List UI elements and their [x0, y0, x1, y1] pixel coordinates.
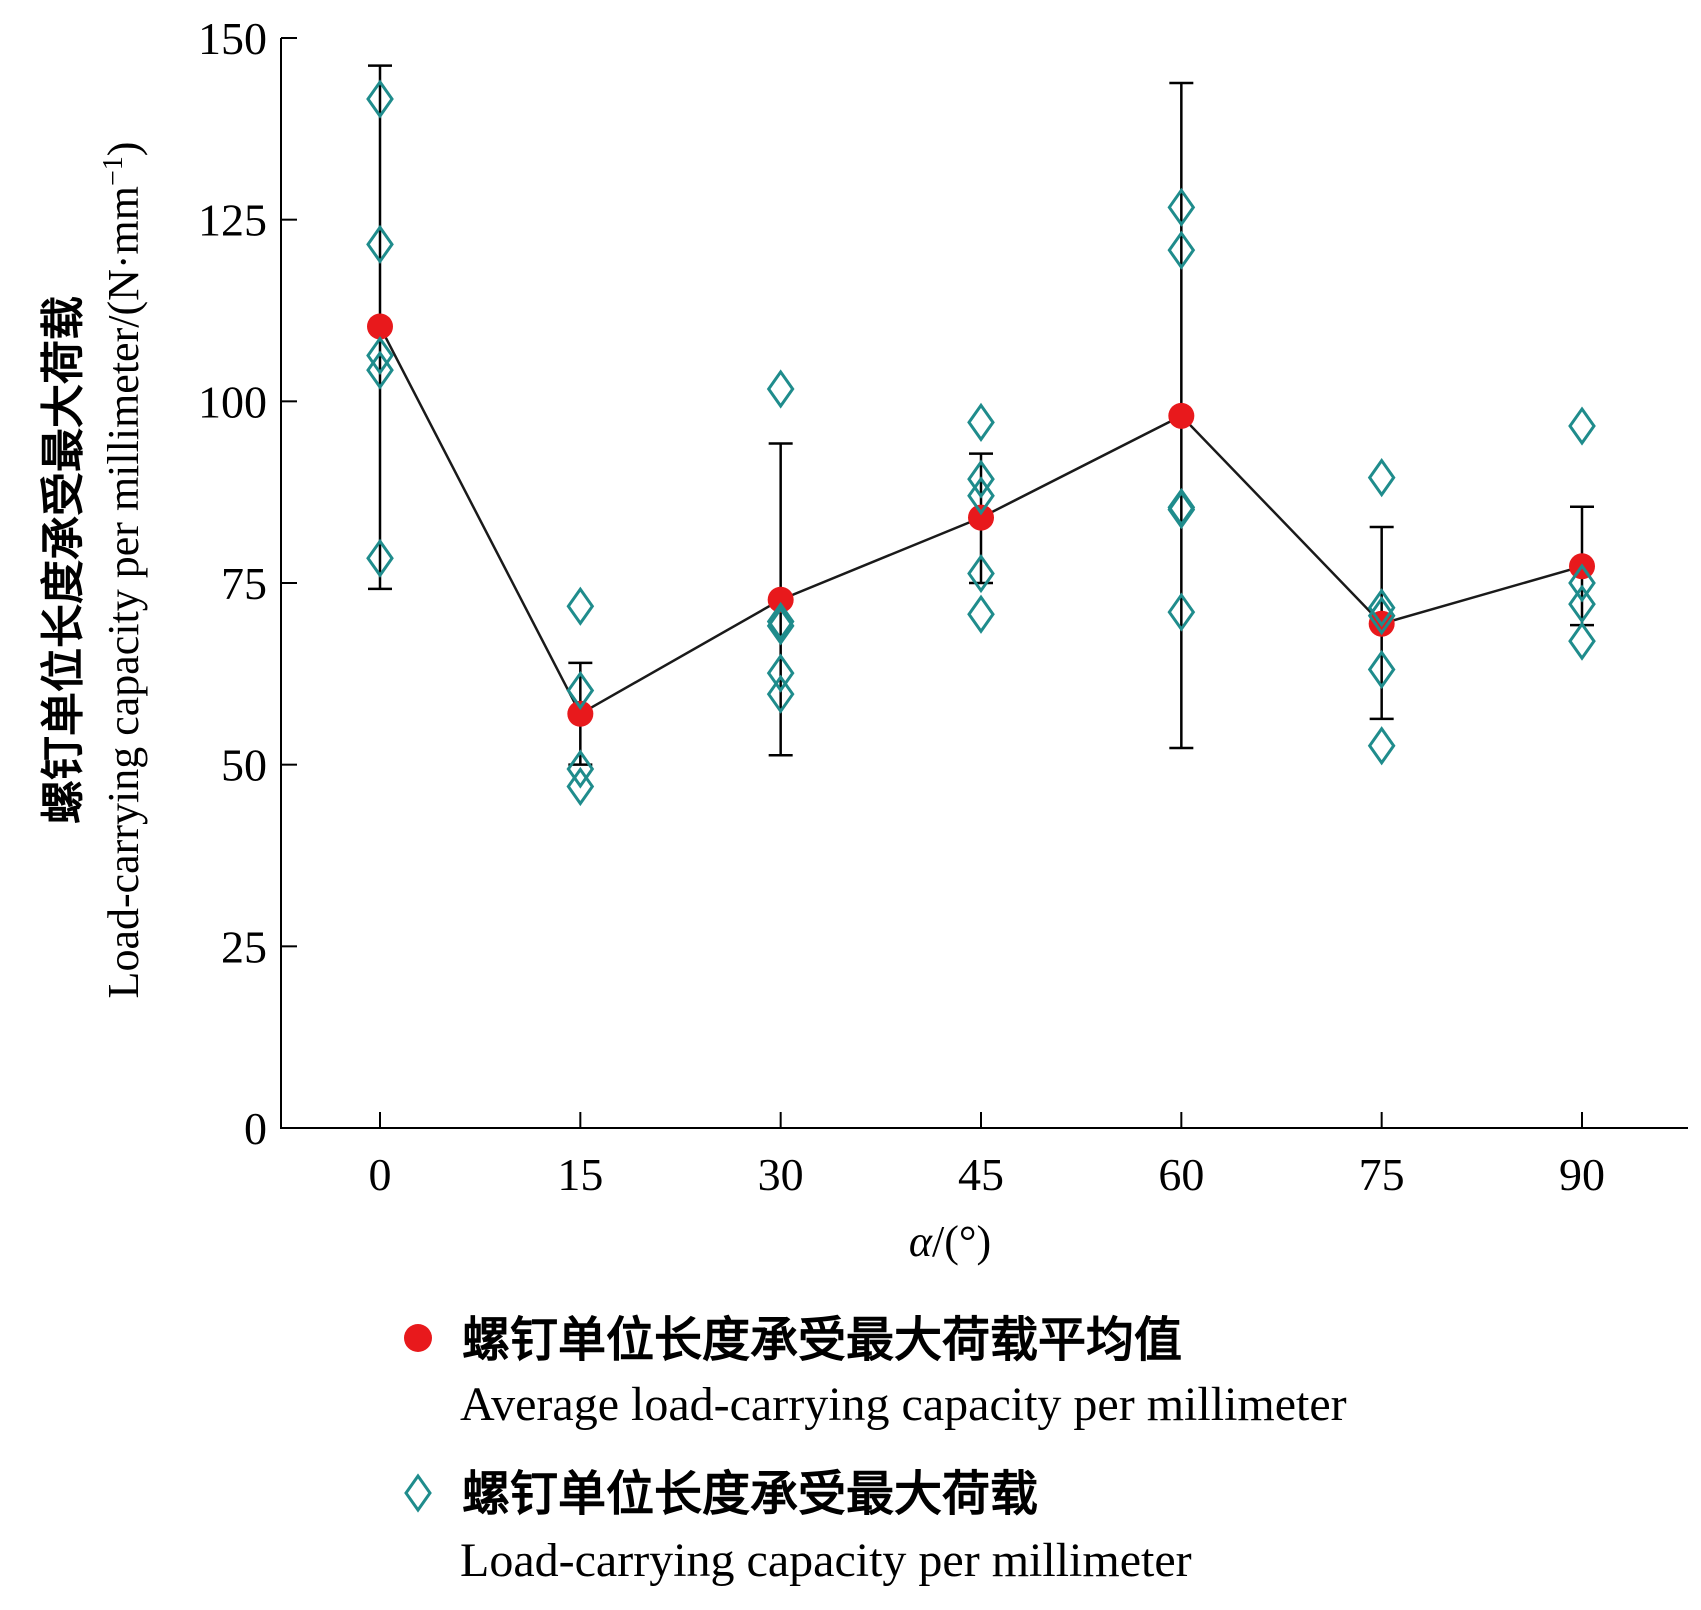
raw-data-point [766, 674, 795, 714]
x-tick-label: 30 [758, 1149, 804, 1200]
raw-data-point [766, 653, 795, 693]
y-axis-title: 螺钉单位长度承受最大荷载 Load-carrying capacity per … [38, 142, 148, 999]
y-axis-title-en: Load-carrying capacity per millimeter/(N… [98, 142, 148, 999]
x-tick-label: 60 [1158, 1149, 1204, 1200]
legend-label-mean-cn: 螺钉单位长度承受最大荷载平均值 [462, 1312, 1182, 1368]
raw-data-point [1367, 649, 1396, 690]
legend-label-mean-en: Average load-carrying capacity per milli… [460, 1378, 1347, 1431]
raw-data-point [366, 538, 394, 578]
raw-data-point [967, 402, 995, 443]
legend: 螺钉单位长度承受最大荷载平均值 Average load-carrying ca… [404, 1312, 1347, 1587]
raw-data-point [566, 749, 595, 789]
raw-data-point [967, 459, 995, 499]
raw-data-point [1367, 726, 1396, 766]
raw-data-point [766, 601, 795, 642]
y-tick-label: 100 [198, 376, 267, 427]
y-tick-label: 50 [221, 740, 267, 791]
raw-data-point [1167, 230, 1196, 270]
x-ticks: 0 15 30 45 60 75 90 [369, 1112, 1605, 1200]
mean-points [367, 313, 1595, 727]
legend-marker-raw [404, 1473, 432, 1513]
raw-data-point [1568, 621, 1596, 661]
raw-data-point [1167, 490, 1196, 530]
mean-data-point [567, 700, 594, 727]
mean-data-point [968, 504, 994, 531]
x-axis-title-greek: α [909, 1217, 933, 1266]
raw-data-point [1367, 596, 1396, 636]
x-axis-title-unit: /(°) [932, 1217, 991, 1266]
raw-data-point [967, 553, 995, 594]
raw-data-point [366, 79, 394, 119]
legend-label-raw-en: Load-carrying capacity per millimeter [460, 1534, 1192, 1587]
raw-data-point [766, 606, 795, 646]
mean-data-point [367, 313, 393, 340]
raw-points [366, 79, 1596, 807]
mean-data-point [1168, 402, 1195, 429]
x-axis-title: α/(°) [909, 1217, 991, 1266]
y-axis-title-cn: 螺钉单位长度承受最大荷载 [38, 296, 89, 824]
legend-marker-mean [404, 1324, 432, 1352]
raw-data-point [1167, 187, 1196, 227]
raw-data-point [566, 766, 595, 807]
y-axis-title-en-main: Load-carrying capacity per millimeter/(N… [99, 186, 148, 998]
raw-data-point [566, 670, 595, 711]
y-tick-label: 75 [221, 558, 267, 609]
raw-data-point [967, 594, 995, 634]
raw-data-point [1367, 458, 1396, 498]
mean-data-point [767, 586, 794, 613]
y-tick-label: 125 [198, 195, 267, 246]
raw-data-point [366, 224, 394, 264]
raw-data-point [1568, 584, 1596, 624]
y-axis-title-en-sup: −1 [98, 156, 129, 186]
y-tick-label: 25 [221, 921, 267, 972]
raw-data-point [1568, 563, 1596, 603]
x-tick-label: 75 [1359, 1149, 1405, 1200]
y-tick-label: 150 [198, 13, 267, 64]
raw-data-point [766, 369, 795, 409]
raw-data-point [366, 335, 394, 376]
y-axis-title-en-close: ) [99, 142, 148, 157]
raw-data-point [366, 350, 394, 390]
y-ticks: 0 25 50 75 100 125 150 [198, 13, 297, 1154]
x-tick-label: 45 [958, 1149, 1004, 1200]
x-tick-label: 0 [369, 1149, 392, 1200]
raw-data-point [1167, 592, 1196, 632]
x-tick-label: 15 [557, 1149, 603, 1200]
x-tick-label: 90 [1559, 1149, 1605, 1200]
raw-data-point [1367, 588, 1396, 628]
raw-data-point [1568, 406, 1596, 446]
y-tick-label: 0 [244, 1103, 267, 1154]
raw-data-point [566, 586, 595, 626]
legend-label-raw-cn: 螺钉单位长度承受最大荷载 [462, 1466, 1038, 1522]
raw-data-point [967, 476, 995, 516]
